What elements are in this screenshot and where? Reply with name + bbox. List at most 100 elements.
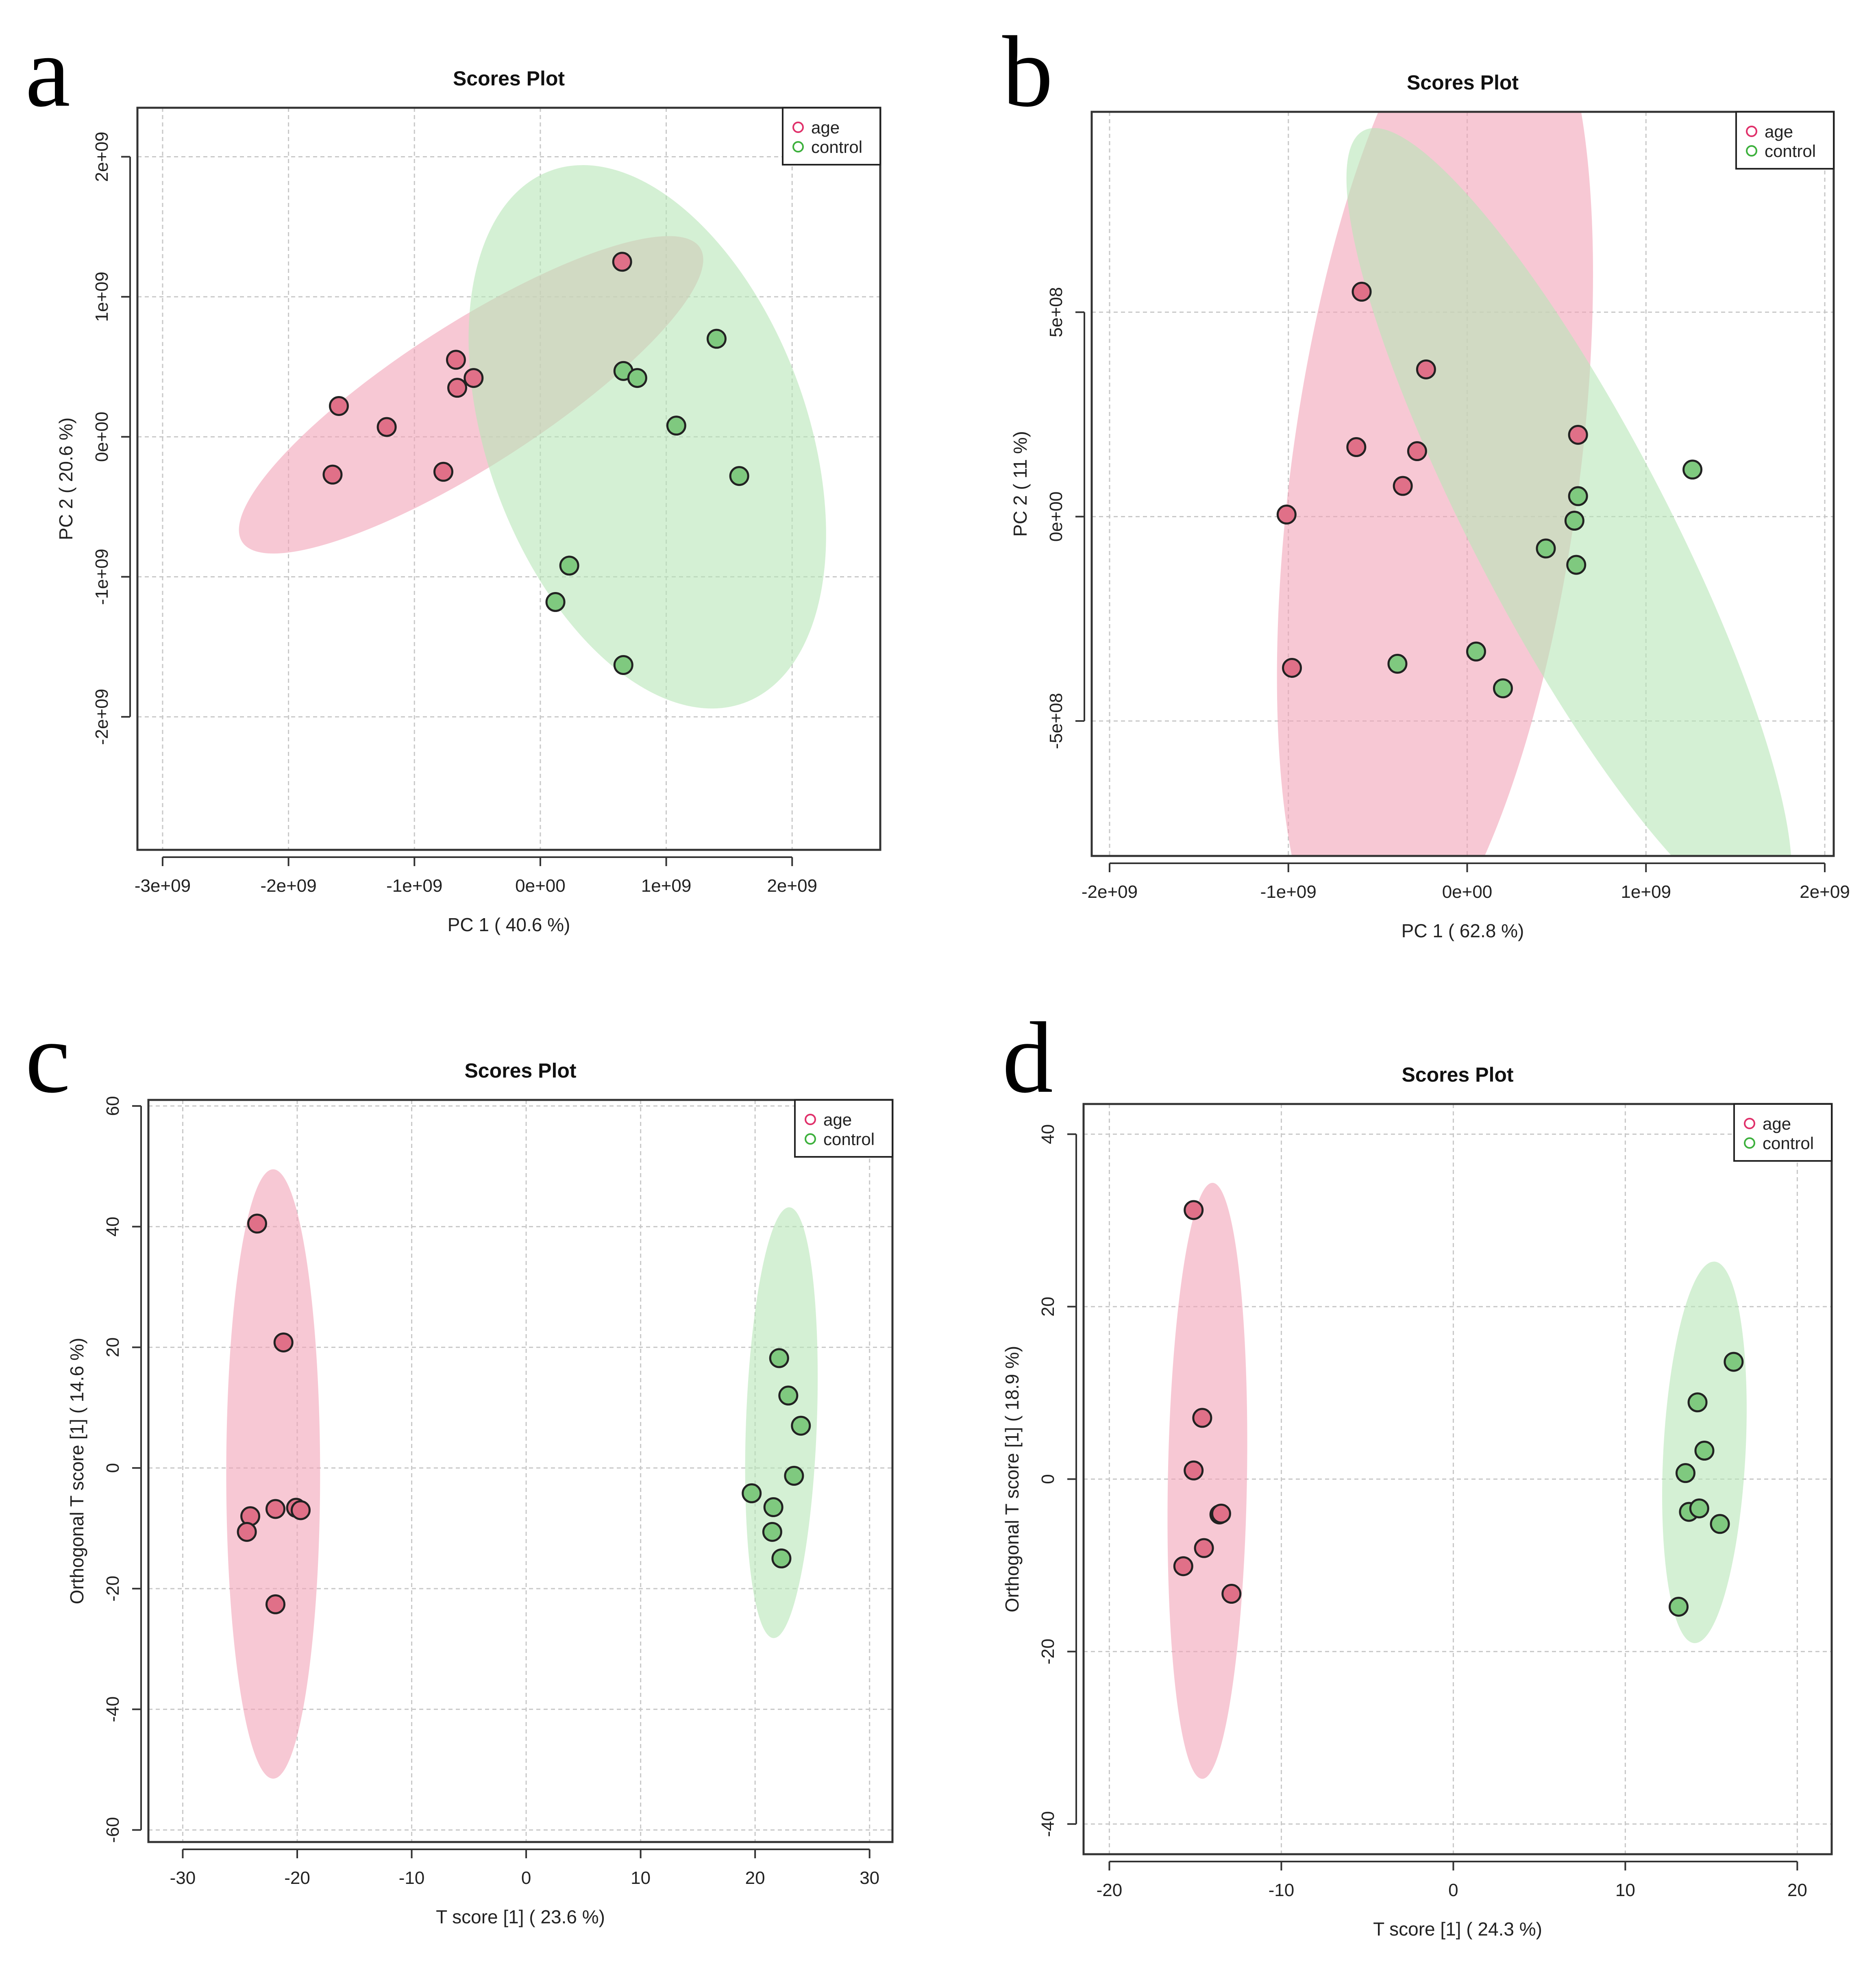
data-point-control	[545, 592, 566, 612]
data-point-age	[1568, 425, 1588, 445]
y-tick-label: 0e+00	[92, 412, 112, 462]
x-tick-label: -20	[284, 1868, 310, 1888]
x-tick-label: -1e+09	[386, 876, 442, 896]
legend-label-control: control	[1765, 142, 1816, 161]
data-point-control	[1536, 538, 1556, 559]
x-tick-label: -20	[1097, 1880, 1123, 1900]
data-point-control	[1387, 653, 1408, 674]
data-point-control	[1493, 678, 1513, 699]
data-point-control	[666, 416, 686, 436]
ellipses-a	[239, 165, 826, 709]
y-axis-label: PC 2 ( 20.6 %)	[55, 418, 76, 540]
data-point-age	[1192, 1408, 1212, 1428]
data-point-control	[1466, 641, 1486, 662]
x-tick-label: -2e+09	[1082, 882, 1138, 902]
data-point-age	[1211, 1503, 1231, 1524]
data-point-control	[1669, 1596, 1689, 1617]
x-tick-label: 0e+00	[515, 876, 566, 896]
panel-c: -30 -20 -10 0 10 20 30 -60 -40 -20 0 20 40 60 Scores P…	[66, 1059, 894, 1927]
x-tick-label: 20	[1787, 1880, 1807, 1900]
x-tick-label: -30	[170, 1868, 196, 1888]
y-tick-label: -20	[1038, 1639, 1058, 1665]
data-point-age	[273, 1332, 294, 1352]
confidence-ellipse-age	[226, 1169, 320, 1779]
data-point-control	[1724, 1352, 1744, 1372]
data-point-control	[778, 1385, 799, 1406]
plot-frame-a	[136, 107, 881, 851]
data-point-control	[771, 1548, 792, 1569]
data-point-control	[769, 1348, 789, 1368]
data-point-control	[613, 655, 633, 675]
data-point-age	[612, 252, 632, 272]
data-point-age	[446, 350, 466, 370]
data-point-age	[266, 1594, 286, 1614]
x-tick-label: 10	[1615, 1880, 1635, 1900]
data-point-control	[1568, 486, 1588, 506]
x-tick-label: 30	[860, 1868, 879, 1888]
data-point-age	[447, 378, 468, 398]
x-tick-label: 20	[745, 1868, 765, 1888]
y-tick-label: -40	[1038, 1811, 1058, 1837]
y-tick-label: 2e+09	[92, 132, 112, 182]
y-tick-label: 0	[1038, 1474, 1058, 1484]
y-tick-label: -1e+09	[92, 549, 112, 605]
x-tick-label: 2e+09	[767, 876, 817, 896]
y-tick-label: 40	[1038, 1124, 1058, 1144]
data-point-control	[559, 555, 579, 576]
data-point-control	[784, 1465, 804, 1486]
legend-label-age: age	[811, 118, 840, 137]
plot-frame-d	[1082, 1103, 1833, 1855]
data-point-age	[1184, 1460, 1204, 1481]
x-axis-label: T score [1] ( 23.6 %)	[436, 1906, 605, 1927]
data-point-control	[706, 329, 727, 349]
data-point-age	[1416, 359, 1436, 379]
chart-title: Scores Plot	[1402, 1063, 1513, 1086]
data-point-control	[729, 466, 749, 486]
legend-label-control: control	[823, 1130, 875, 1149]
y-axis-label: Orthogonal T score [1] ( 18.9 %)	[1001, 1346, 1023, 1612]
data-point-control	[627, 368, 647, 388]
y-tick-label: 0	[103, 1463, 123, 1473]
y-axis-label: PC 2 ( 11 %)	[1010, 431, 1031, 537]
x-tick-label: -10	[399, 1868, 425, 1888]
panel-b: -2e+09 -1e+09 0e+00 1e+09 2e+09 -5e+08 0e+00 5e…	[1010, 71, 1850, 941]
legend-marker-age	[805, 1114, 816, 1125]
data-point-age	[329, 396, 349, 416]
data-point-age	[1221, 1584, 1242, 1604]
data-point-control	[742, 1483, 762, 1503]
panel-d: -20 -10 0 10 20 -40 -20 0 20 40 Scores Plot T score…	[1001, 1063, 1833, 1940]
x-tick-label: 2e+09	[1800, 882, 1850, 902]
x-tick-label: 0	[521, 1868, 531, 1888]
y-tick-label: 1e+09	[92, 272, 112, 322]
legend-box	[794, 1099, 893, 1158]
data-point-age	[377, 417, 397, 437]
y-axis-label: Orthogonal T score [1] ( 14.6 %)	[66, 1338, 87, 1604]
y-tick-label: 40	[103, 1217, 123, 1237]
plot-frame-c	[147, 1099, 894, 1843]
y-tick-label: 20	[103, 1337, 123, 1357]
legend-box	[782, 107, 881, 165]
data-point-age	[1352, 281, 1372, 302]
chart-title: Scores Plot	[1407, 71, 1519, 94]
x-tick-label: -2e+09	[260, 876, 316, 896]
y-tick-label: 20	[1038, 1297, 1058, 1317]
data-point-age	[1194, 1538, 1214, 1558]
x-tick-label: -10	[1269, 1880, 1295, 1900]
x-tick-label: 0	[1448, 1880, 1458, 1900]
data-point-age	[1184, 1200, 1204, 1220]
y-tick-label: -40	[103, 1696, 123, 1722]
data-point-control	[1694, 1441, 1715, 1461]
chart-title: Scores Plot	[453, 67, 565, 90]
confidence-ellipse-age	[1167, 1182, 1247, 1779]
legend-marker-age	[1746, 126, 1757, 137]
panel-letter-c: c	[25, 1002, 70, 1114]
legend-label-control: control	[811, 137, 862, 157]
data-point-control	[762, 1522, 782, 1542]
y-tick-label: 0e+00	[1046, 492, 1066, 542]
legend-marker-age	[1744, 1118, 1755, 1129]
data-point-control	[1566, 555, 1587, 575]
panel-a: -3e+09 -2e+09 -1e+09 0e+00 1e+09 2e+09 -2e+09 -…	[55, 67, 881, 935]
